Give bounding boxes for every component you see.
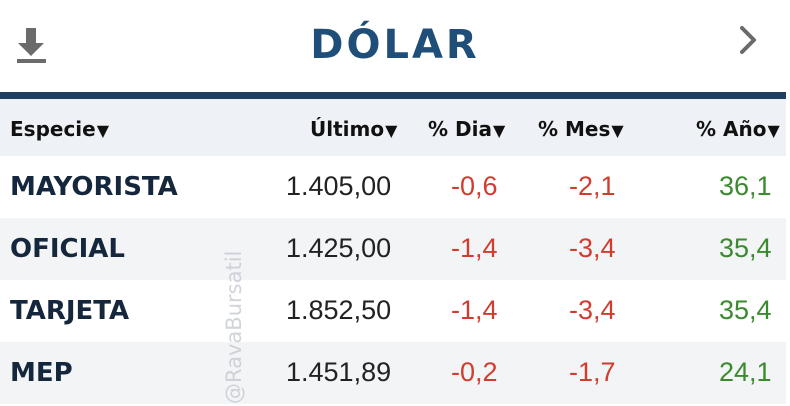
table-row[interactable]: MAYORISTA 1.405,00 -0,6 -2,1 36,1 — [0, 156, 786, 218]
anio-cell: 35,4 — [719, 295, 772, 325]
column-header-especie[interactable]: Especie▼ — [10, 117, 109, 141]
sort-arrow-icon: ▼ — [492, 121, 506, 140]
watermark: @RavaBursatil — [222, 250, 246, 404]
column-header-mes[interactable]: % Mes▼ — [538, 117, 624, 141]
ultimo-cell: 1.405,00 — [286, 171, 392, 201]
column-label: % Dia — [428, 117, 492, 141]
especie-cell: MAYORISTA — [10, 172, 178, 202]
chevron-right-icon — [740, 26, 756, 54]
dia-cell: -1,4 — [451, 233, 498, 263]
header: DÓLAR — [0, 0, 790, 92]
anio-cell: 24,1 — [719, 357, 772, 387]
next-button[interactable] — [734, 24, 762, 58]
ultimo-cell: 1.425,00 — [286, 233, 392, 263]
mes-cell: -3,4 — [569, 233, 616, 263]
column-header-dia[interactable]: % Dia▼ — [428, 117, 505, 141]
column-header-ultimo[interactable]: Último▼ — [310, 117, 397, 141]
download-icon — [17, 28, 46, 63]
column-header-anio[interactable]: % Año▼ — [696, 117, 780, 141]
page-title: DÓLAR — [310, 22, 480, 68]
column-label: % Año — [696, 117, 767, 141]
table-row[interactable]: OFICIAL 1.425,00 -1,4 -3,4 35,4 — [0, 218, 786, 280]
mes-cell: -1,7 — [569, 357, 616, 387]
table-header: Especie▼ Último▼ % Dia▼ % Mes▼ % Año▼ — [0, 99, 786, 156]
table-row[interactable]: TARJETA 1.852,50 -1,4 -3,4 35,4 — [0, 280, 786, 342]
table-row[interactable]: MEP 1.451,89 -0,2 -1,7 24,1 — [0, 342, 786, 404]
sort-arrow-icon: ▼ — [385, 121, 398, 140]
anio-cell: 36,1 — [719, 171, 772, 201]
header-divider — [0, 92, 788, 99]
especie-cell: OFICIAL — [10, 234, 125, 264]
especie-cell: MEP — [10, 358, 73, 388]
sort-arrow-icon: ▼ — [767, 121, 780, 140]
download-button[interactable] — [14, 26, 50, 66]
column-label: % Mes — [538, 117, 611, 141]
anio-cell: 35,4 — [719, 233, 772, 263]
mes-cell: -3,4 — [569, 295, 616, 325]
mes-cell: -2,1 — [569, 171, 616, 201]
dia-cell: -0,2 — [451, 357, 498, 387]
sort-arrow-icon: ▼ — [96, 121, 110, 140]
dia-cell: -0,6 — [451, 171, 498, 201]
especie-cell: TARJETA — [10, 296, 130, 326]
dia-cell: -1,4 — [451, 295, 498, 325]
column-label: Especie — [10, 117, 96, 141]
column-label: Último — [310, 117, 385, 141]
ultimo-cell: 1.852,50 — [286, 295, 392, 325]
sort-arrow-icon: ▼ — [611, 121, 624, 140]
ultimo-cell: 1.451,89 — [286, 357, 392, 387]
right-edge — [786, 0, 790, 406]
